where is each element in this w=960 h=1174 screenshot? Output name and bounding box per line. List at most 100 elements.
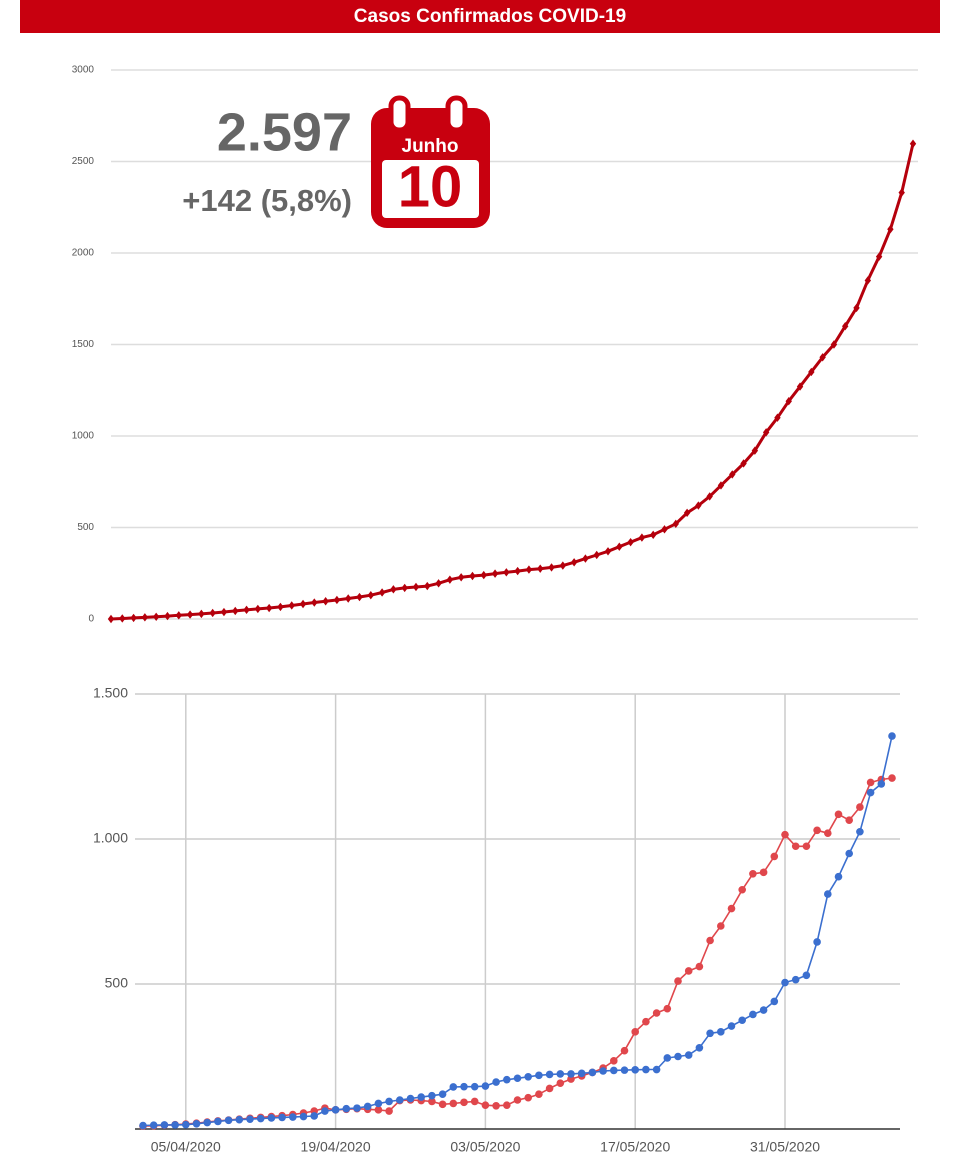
- data-point: [620, 1046, 629, 1055]
- data-point: [856, 827, 864, 836]
- data-point: [610, 1057, 618, 1065]
- x-tick-label: 17/05/2020: [600, 1139, 670, 1155]
- y-tick-label: 0: [88, 614, 94, 625]
- data-point: [674, 1052, 682, 1061]
- data-point: [385, 1097, 393, 1106]
- data-point: [877, 780, 886, 788]
- data-point: [535, 1071, 543, 1080]
- data-point: [762, 428, 770, 437]
- data-point: [706, 1029, 714, 1038]
- data-point: [322, 597, 329, 606]
- data-point: [514, 566, 521, 576]
- data-point: [604, 547, 612, 556]
- data-point: [160, 1121, 169, 1129]
- data-point: [428, 1091, 436, 1100]
- data-point: [449, 1099, 458, 1108]
- data-point: [374, 1106, 383, 1114]
- data-point: [845, 816, 853, 824]
- data-point: [524, 1093, 532, 1102]
- y-tick-label: 500: [105, 975, 129, 991]
- data-point: [738, 1016, 746, 1025]
- data-point: [785, 397, 792, 406]
- data-point: [593, 550, 600, 560]
- data-point: [149, 1121, 158, 1130]
- calendar-icon: Junho 10: [371, 95, 490, 228]
- data-point: [235, 1115, 244, 1124]
- data-point: [141, 613, 149, 622]
- data-point: [220, 607, 228, 617]
- data-point: [652, 1009, 661, 1017]
- data-point: [770, 997, 779, 1006]
- data-point: [198, 609, 205, 619]
- data-point: [582, 554, 589, 563]
- data-point: [535, 1090, 543, 1098]
- data-point: [706, 492, 713, 501]
- data-point: [638, 533, 646, 542]
- data-point: [331, 1106, 340, 1114]
- data-point: [759, 868, 768, 877]
- calendar-ring: [445, 95, 468, 133]
- data-point: [620, 1066, 629, 1074]
- data-point: [796, 382, 804, 391]
- series-line: [142, 735, 893, 1127]
- data-point: [830, 340, 838, 349]
- data-point: [791, 975, 800, 984]
- data-point: [164, 611, 171, 621]
- data-point: [842, 322, 849, 331]
- series-line: [142, 777, 893, 1127]
- data-point: [567, 1075, 575, 1083]
- data-point: [834, 810, 843, 819]
- y-tick-label: 1000: [72, 431, 95, 442]
- data-point: [192, 1119, 201, 1128]
- data-point: [774, 413, 781, 422]
- data-point: [729, 470, 736, 479]
- data-point: [684, 1051, 693, 1059]
- data-point: [246, 1115, 254, 1123]
- data-point: [845, 849, 853, 858]
- y-tick-label: 3000: [72, 65, 95, 76]
- data-point: [119, 614, 126, 623]
- data-point: [345, 594, 352, 603]
- data-point: [203, 1118, 211, 1127]
- data-point: [396, 1096, 404, 1104]
- data-point: [182, 1120, 190, 1129]
- data-point: [186, 610, 194, 619]
- data-point: [342, 1104, 351, 1113]
- data-point: [480, 570, 487, 580]
- data-point: [695, 962, 704, 971]
- data-point: [706, 936, 714, 945]
- data-point: [749, 870, 757, 878]
- data-point: [559, 561, 567, 570]
- data-point: [866, 778, 875, 787]
- data-point: [470, 1082, 479, 1091]
- data-point: [824, 829, 832, 837]
- data-point: [460, 1082, 468, 1091]
- data-point: [492, 1078, 500, 1086]
- y-tick-label: 1.500: [93, 685, 128, 701]
- data-point: [224, 1116, 233, 1125]
- data-point: [278, 1113, 286, 1122]
- data-point: [353, 1104, 361, 1112]
- data-point: [887, 225, 894, 234]
- data-point: [875, 252, 883, 261]
- data-point: [717, 481, 725, 490]
- calendar-ring: [388, 95, 411, 133]
- data-point: [513, 1096, 522, 1104]
- data-point: [254, 604, 262, 614]
- data-point: [438, 1100, 447, 1109]
- data-point: [545, 1084, 554, 1093]
- data-point: [412, 582, 420, 592]
- data-point: [424, 581, 431, 591]
- data-point: [695, 1044, 704, 1052]
- data-point: [888, 732, 896, 740]
- data-point: [299, 599, 307, 609]
- data-point: [171, 1121, 179, 1129]
- data-point: [616, 542, 623, 551]
- data-point: [469, 571, 476, 581]
- data-point: [289, 1113, 297, 1121]
- y-tick-label: 1500: [72, 339, 95, 350]
- title-bar: [20, 0, 940, 33]
- data-point: [819, 353, 826, 362]
- data-point: [577, 1069, 586, 1078]
